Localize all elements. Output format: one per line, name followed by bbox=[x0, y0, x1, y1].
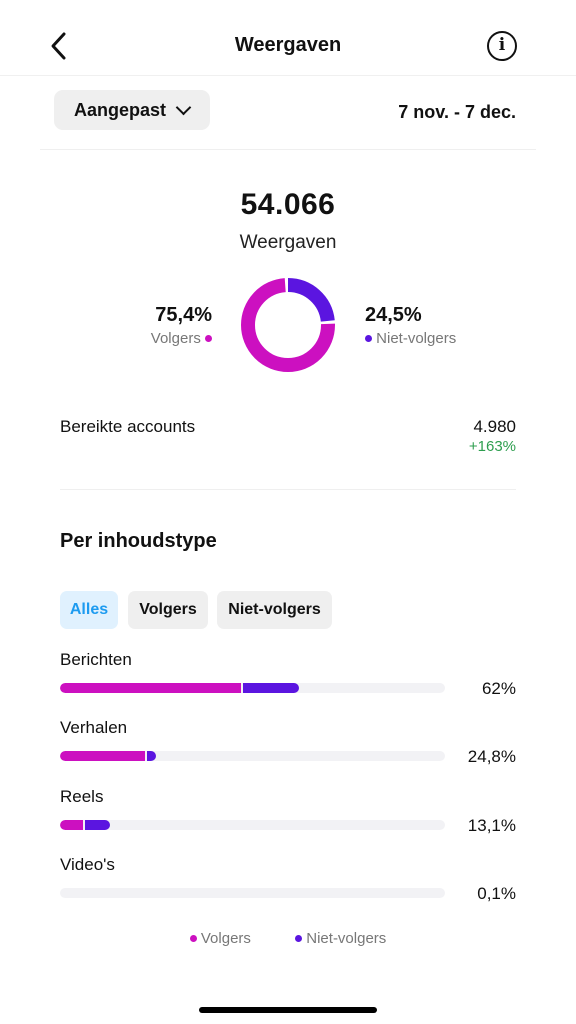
reached-accounts-label: Bereikte accounts bbox=[60, 417, 196, 436]
nonfollowers-segment bbox=[242, 683, 299, 693]
back-button[interactable] bbox=[44, 28, 76, 64]
bar-percentage: 24,8% bbox=[467, 747, 516, 766]
nonfollowers-pct: 24,5% bbox=[365, 304, 422, 326]
bar-percentage: 0,1% bbox=[477, 884, 516, 903]
reached-accounts-value: 4.980 bbox=[473, 417, 516, 436]
chevron-left-icon bbox=[51, 32, 66, 60]
bar-label: Video's bbox=[60, 855, 115, 874]
filter-row: Aangepast 7 nov. - 7 dec. bbox=[40, 76, 536, 150]
bar-track bbox=[60, 751, 445, 761]
followers-pct: 75,4% bbox=[155, 304, 212, 326]
followers-label: Volgers bbox=[150, 330, 201, 347]
followers-share: 75,4% Volgers bbox=[151, 304, 212, 347]
bar-label: Reels bbox=[60, 787, 104, 806]
bar-row: Reels 13,1% bbox=[60, 787, 516, 847]
bar-track bbox=[60, 683, 445, 693]
followers-arc bbox=[241, 278, 335, 372]
tab-volgers[interactable]: Volgers bbox=[128, 591, 208, 629]
home-indicator[interactable] bbox=[199, 1007, 377, 1013]
nonfollowers-dot bbox=[365, 334, 372, 342]
chart-legend: Volgers Niet-volgers bbox=[0, 930, 576, 947]
reached-accounts-change: +163% bbox=[468, 438, 516, 455]
nonfollowers-arc bbox=[241, 278, 335, 372]
header: Weergaven i bbox=[0, 0, 576, 76]
nonfollowers-label: Niet-volgers bbox=[376, 330, 457, 347]
nonfollowers-share: 24,5% Niet-volgers bbox=[365, 304, 456, 347]
bar-track bbox=[60, 820, 445, 830]
total-views: 54.066 bbox=[240, 188, 336, 221]
nonfollowers-segment bbox=[85, 820, 111, 830]
legend-nonfollowers: Niet-volgers bbox=[306, 930, 387, 947]
followers-segment bbox=[60, 683, 241, 693]
content-type-title: Per inhoudstype bbox=[60, 530, 217, 552]
legend-followers: Volgers bbox=[200, 930, 251, 947]
bar-row: Berichten 62% bbox=[60, 650, 516, 710]
followers-segment bbox=[60, 820, 84, 830]
bar-label: Verhalen bbox=[60, 718, 128, 737]
nonfollowers-segment bbox=[146, 751, 157, 761]
bar-percentage: 13,1% bbox=[467, 816, 516, 835]
date-range: 7 nov. - 7 dec. bbox=[398, 102, 516, 122]
bar-percentage: 62% bbox=[481, 679, 516, 698]
page-title: Weergaven bbox=[234, 34, 342, 56]
tab-alles[interactable]: Alles bbox=[60, 591, 118, 629]
total-views-label: Weergaven bbox=[239, 232, 337, 253]
tab-niet-volgers[interactable]: Niet-volgers bbox=[217, 591, 332, 629]
range-dropdown-label: Aangepast bbox=[74, 100, 167, 120]
bar-row: Verhalen 24,8% bbox=[60, 718, 516, 778]
views-donut-chart bbox=[241, 278, 335, 372]
followers-dot bbox=[205, 334, 212, 342]
nonfollowers-legend-dot bbox=[295, 934, 303, 942]
bar-track bbox=[60, 888, 445, 898]
followers-legend-dot bbox=[189, 934, 197, 942]
bar-row: Video's 0,1% bbox=[60, 855, 516, 915]
chevron-down-icon bbox=[175, 99, 192, 116]
info-button[interactable]: i bbox=[487, 31, 517, 61]
followers-segment bbox=[60, 751, 145, 761]
range-dropdown[interactable]: Aangepast bbox=[54, 90, 210, 130]
info-icon: i bbox=[498, 35, 506, 55]
reached-accounts-row[interactable]: Bereikte accounts 4.980 +163% bbox=[60, 416, 516, 490]
bar-label: Berichten bbox=[60, 650, 132, 669]
